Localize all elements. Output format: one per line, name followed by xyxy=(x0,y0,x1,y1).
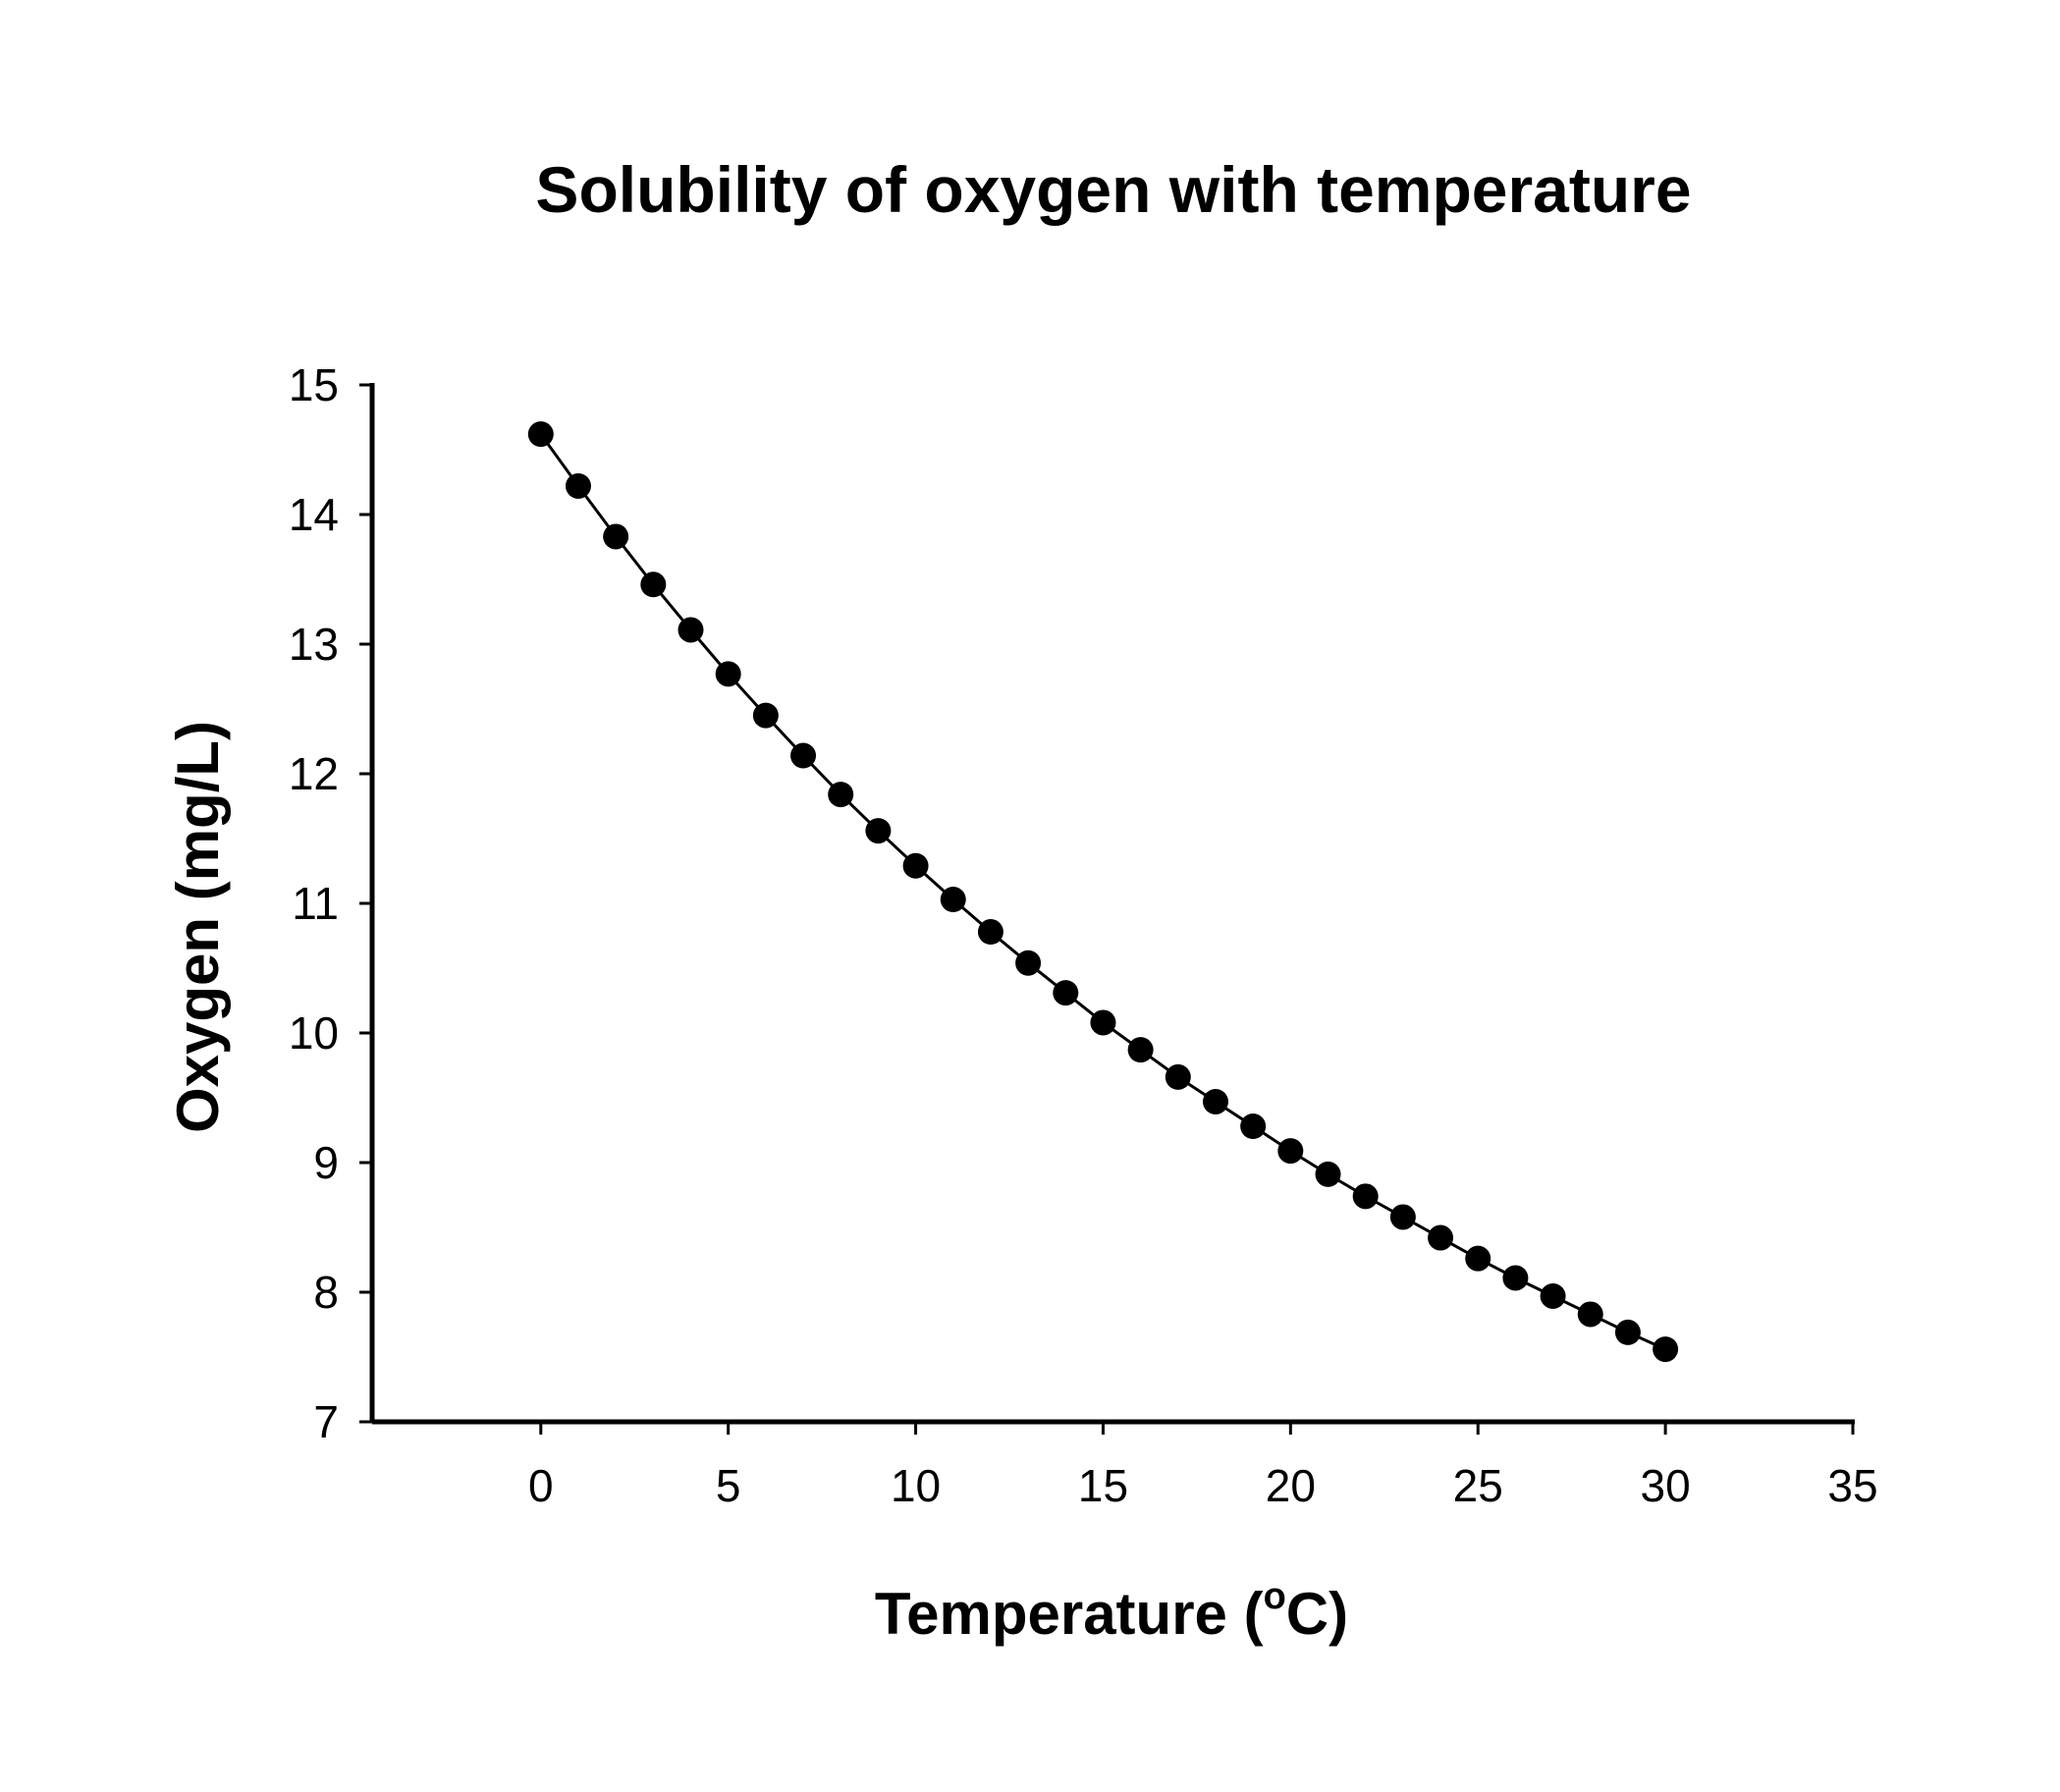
x-tick-label: 0 xyxy=(528,1460,554,1511)
x-tick-label: 10 xyxy=(891,1460,941,1511)
data-point xyxy=(1428,1224,1454,1251)
axes xyxy=(369,383,1855,1425)
series-line xyxy=(539,433,1666,1351)
data-point xyxy=(1614,1319,1641,1345)
data-point xyxy=(1540,1282,1566,1309)
data-point xyxy=(1315,1161,1341,1187)
data-point xyxy=(603,523,629,550)
y-tick-label: 11 xyxy=(292,878,339,929)
data-point xyxy=(1240,1113,1267,1140)
x-tick-label: 5 xyxy=(716,1460,741,1511)
data-point xyxy=(828,782,854,808)
x-tick-label: 25 xyxy=(1453,1460,1503,1511)
data-point xyxy=(790,742,817,769)
y-tick-label: 14 xyxy=(289,489,339,540)
y-tick-label: 12 xyxy=(289,748,339,799)
data-point xyxy=(1165,1063,1191,1090)
data-point xyxy=(1389,1204,1416,1230)
data-point xyxy=(640,571,667,598)
data-point xyxy=(565,472,591,499)
data-point xyxy=(1502,1265,1529,1291)
data-series xyxy=(527,421,1679,1363)
chart-title: Solubility of oxygen with temperature xyxy=(535,153,1691,226)
data-point xyxy=(977,919,1003,946)
y-tick-label: 13 xyxy=(289,619,339,670)
y-tick-label: 10 xyxy=(289,1007,339,1059)
data-point xyxy=(1015,950,1042,976)
y-tick-label: 15 xyxy=(289,359,339,410)
data-point xyxy=(1653,1336,1679,1363)
data-point xyxy=(1465,1245,1491,1272)
y-axis-ticks: 7 8 9 10 11 12 13 14 15 xyxy=(289,359,372,1447)
data-point xyxy=(902,852,929,879)
y-axis-title: Oxygen (mg/L) xyxy=(165,721,231,1133)
x-axis-unit: C) xyxy=(1286,1581,1348,1647)
data-point xyxy=(1277,1138,1304,1165)
data-point xyxy=(1053,980,1079,1006)
data-point xyxy=(1352,1183,1379,1210)
y-tick-label: 7 xyxy=(313,1396,339,1447)
data-point xyxy=(527,421,554,448)
x-tick-label: 20 xyxy=(1266,1460,1316,1511)
data-point xyxy=(1090,1009,1116,1036)
data-point xyxy=(940,887,966,913)
x-axis-title-text: Temperature ( xyxy=(875,1581,1264,1647)
data-point xyxy=(1577,1301,1603,1328)
data-point xyxy=(865,818,892,844)
data-point xyxy=(678,617,704,643)
x-tick-label: 35 xyxy=(1827,1460,1877,1511)
data-point xyxy=(752,702,779,729)
x-tick-label: 15 xyxy=(1078,1460,1128,1511)
x-axis-title: Temperature (oC) xyxy=(875,1576,1348,1647)
x-tick-label: 30 xyxy=(1641,1460,1691,1511)
y-tick-label: 8 xyxy=(313,1267,339,1318)
x-axis-degree-symbol: o xyxy=(1264,1576,1286,1617)
x-axis-ticks: 0 5 10 15 20 25 30 35 xyxy=(528,1422,1878,1511)
data-point xyxy=(1202,1088,1228,1114)
y-tick-label: 9 xyxy=(313,1137,339,1188)
data-point xyxy=(1127,1037,1154,1063)
data-point xyxy=(715,661,741,687)
